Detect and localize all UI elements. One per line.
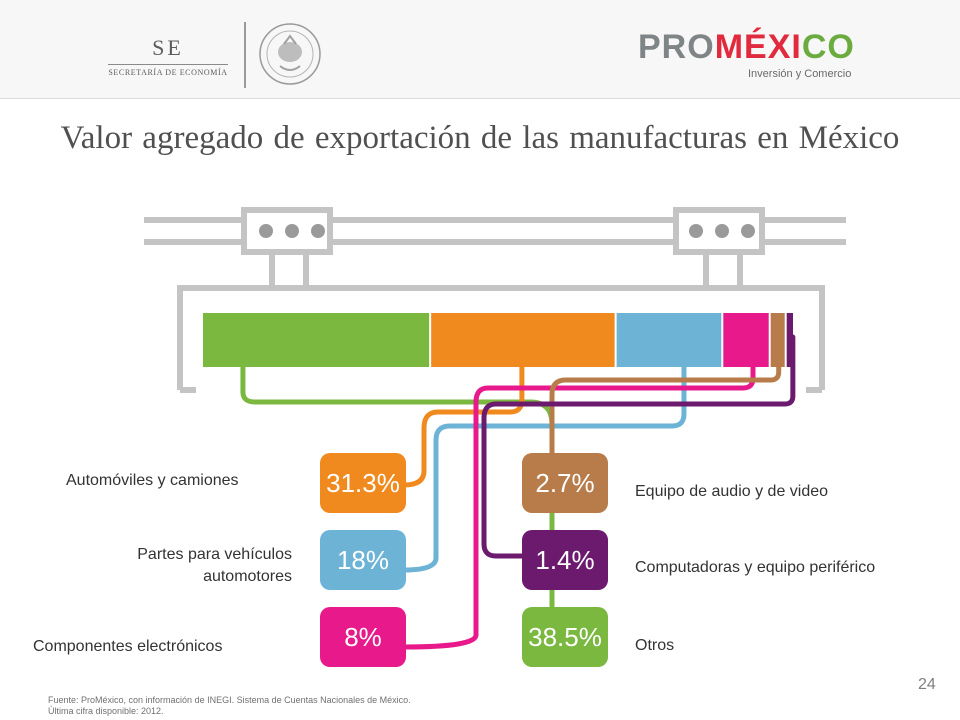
page-number: 24 — [918, 676, 936, 693]
connector-audio — [549, 364, 782, 456]
label-audio: Equipo de audio y de video — [635, 483, 829, 500]
se-logo-subtitle: SECRETARÍA DE ECONOMÍA — [108, 68, 228, 77]
label-computadoras: Computadoras y equipo periférico — [635, 559, 876, 576]
promexico-co-text: CO — [801, 28, 855, 66]
promexico-tagline: Inversión y Comercio — [748, 68, 852, 80]
promexico-logo: PROMÉXICO Inversión y Comercio — [638, 28, 855, 80]
footnote-date: Última cifra disponible: 2012. — [48, 706, 164, 716]
label-automoviles: Automóviles y camiones — [66, 472, 239, 489]
se-logo-mark: SE — [152, 35, 184, 60]
promexico-pro-text: PRO — [638, 28, 715, 66]
bar-segment-componentes — [723, 313, 769, 367]
page-title: Valor agregado de exportación de las man… — [60, 120, 900, 156]
value-box-otros: 38.5% — [522, 607, 608, 667]
promexico-wordmark: PROMÉXICO — [638, 28, 855, 66]
footnote-source: Fuente: ProMéxico, con información de IN… — [48, 695, 411, 705]
value-box-componentes: 8% — [320, 607, 406, 667]
mexico-seal-icon — [259, 23, 321, 85]
stacked-bar — [203, 313, 793, 367]
value-box-audio: 2.7% — [522, 453, 608, 513]
value-box-computadoras: 1.4% — [522, 530, 608, 590]
label-otros: Otros — [635, 637, 675, 654]
value-box-partes: 18% — [320, 530, 406, 590]
value-box-automoviles: 31.3% — [320, 453, 406, 513]
chart-frame — [144, 207, 846, 393]
se-logo-rule — [108, 64, 228, 65]
segment-connectors — [240, 334, 796, 650]
label-partes-line2: automotores — [203, 568, 292, 585]
promexico-mex-text: MÉXI — [714, 28, 802, 66]
connector-partes — [401, 364, 687, 573]
connector-componentes — [401, 364, 756, 650]
label-componentes: Componentes electrónicos — [33, 638, 223, 655]
connector-computadoras — [481, 334, 796, 559]
bar-segment-computadoras — [786, 313, 793, 367]
connector-automoviles — [401, 364, 525, 488]
bar-segment-partes — [616, 313, 722, 367]
source-footnote: Fuente: ProMéxico, con información de IN… — [48, 695, 411, 717]
header-banner: SE SECRETARÍA DE ECONOMÍA PROMÉXICO Inve… — [0, 0, 960, 99]
bar-segment-automoviles — [431, 313, 615, 367]
logo-divider — [244, 22, 246, 88]
label-partes-line1: Partes para vehículos — [137, 546, 292, 563]
chart-frame-dots — [259, 224, 755, 238]
bar-segment-otros — [203, 313, 430, 367]
bar-segment-audio — [770, 313, 785, 367]
secretaria-economia-logo: SE SECRETARÍA DE ECONOMÍA — [108, 36, 228, 77]
